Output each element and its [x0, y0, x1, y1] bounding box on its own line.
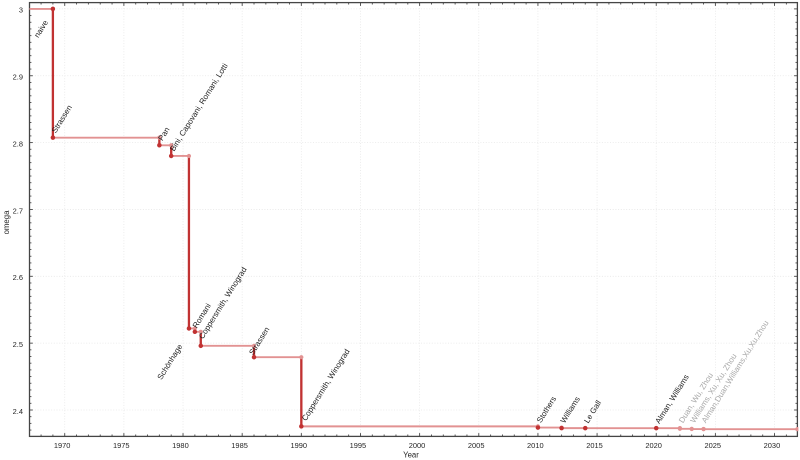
svg-text:1985: 1985 [231, 441, 248, 450]
svg-text:2030: 2030 [764, 441, 781, 450]
svg-text:2015: 2015 [586, 441, 603, 450]
svg-text:2.9: 2.9 [13, 73, 23, 82]
svg-text:2.7: 2.7 [13, 206, 23, 215]
svg-text:2025: 2025 [705, 441, 722, 450]
svg-text:1995: 1995 [350, 441, 367, 450]
svg-text:2000: 2000 [409, 441, 426, 450]
svg-text:2.5: 2.5 [13, 340, 23, 349]
svg-text:3: 3 [19, 6, 23, 15]
svg-text:omega: omega [2, 210, 11, 235]
svg-text:Year: Year [403, 451, 419, 460]
svg-text:1970: 1970 [54, 441, 71, 450]
svg-text:1975: 1975 [113, 441, 130, 450]
svg-text:2.6: 2.6 [13, 273, 23, 282]
svg-text:2020: 2020 [645, 441, 662, 450]
svg-text:2005: 2005 [468, 441, 485, 450]
svg-text:1980: 1980 [172, 441, 189, 450]
svg-text:2010: 2010 [527, 441, 544, 450]
svg-text:2.8: 2.8 [13, 139, 23, 148]
svg-text:2.4: 2.4 [13, 407, 23, 416]
svg-text:1990: 1990 [290, 441, 307, 450]
